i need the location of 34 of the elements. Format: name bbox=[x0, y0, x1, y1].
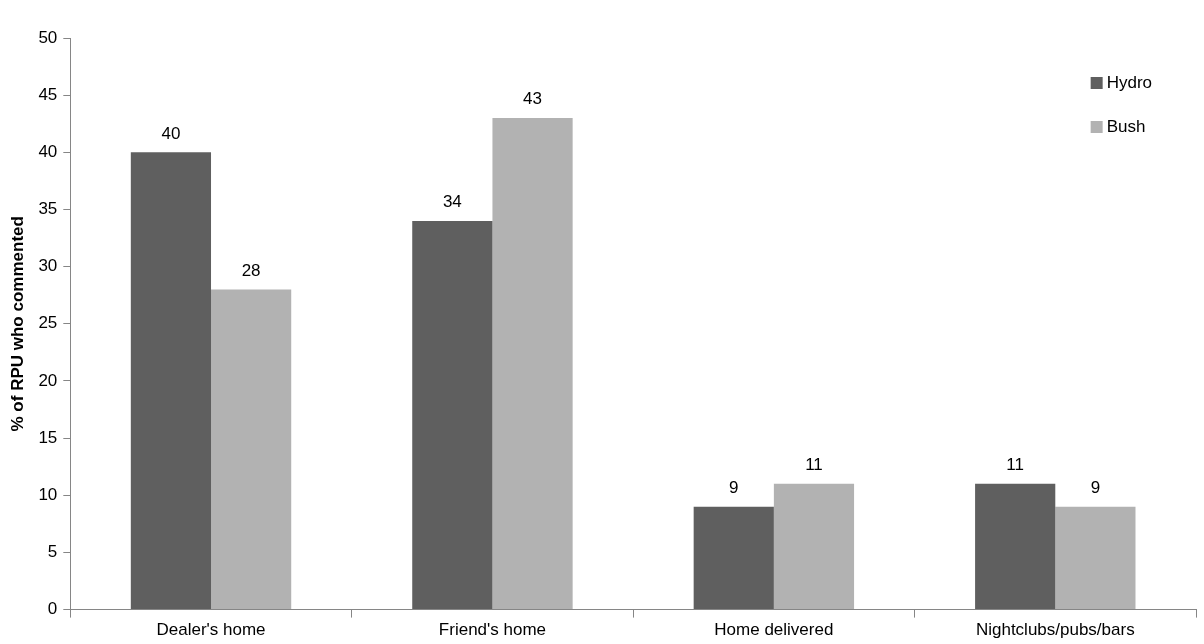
bar bbox=[492, 118, 573, 610]
x-tick-label: Home delivered bbox=[714, 620, 834, 640]
data-label: 28 bbox=[241, 260, 261, 280]
bar bbox=[693, 506, 774, 610]
y-tick-label: 45 bbox=[38, 84, 58, 104]
data-label: 11 bbox=[1006, 455, 1025, 475]
y-tick-label: 10 bbox=[38, 484, 58, 504]
data-label: 34 bbox=[442, 192, 462, 212]
data-label: 9 bbox=[1090, 477, 1101, 497]
y-axis-title: % of RPU who commented bbox=[7, 216, 27, 432]
y-tick-label: 40 bbox=[38, 142, 58, 162]
bar bbox=[975, 483, 1056, 610]
y-tick-label: 5 bbox=[47, 542, 58, 562]
bar bbox=[773, 483, 855, 610]
y-tick-label: 25 bbox=[38, 313, 58, 333]
bar bbox=[412, 220, 493, 610]
x-tick-label: Friend's home bbox=[438, 620, 547, 640]
bar bbox=[1055, 506, 1136, 610]
y-tick-label: 15 bbox=[38, 427, 58, 447]
x-tick-label: Nightclubs/pubs/bars bbox=[975, 620, 1135, 640]
bar bbox=[211, 289, 292, 610]
x-tick-label: Dealer's home bbox=[156, 620, 266, 640]
data-label: 11 bbox=[805, 455, 823, 475]
legend-label: Bush bbox=[1106, 116, 1146, 136]
y-tick-label: 20 bbox=[38, 370, 58, 390]
bar bbox=[130, 152, 212, 610]
data-label: 40 bbox=[161, 123, 181, 143]
data-label: 9 bbox=[729, 477, 739, 497]
y-tick-label: 35 bbox=[38, 199, 58, 219]
y-tick-label: 0 bbox=[47, 599, 58, 619]
y-tick-label: 30 bbox=[38, 256, 58, 276]
data-label: 43 bbox=[523, 89, 543, 109]
legend-label: Hydro bbox=[1106, 72, 1153, 92]
y-tick-label: 50 bbox=[38, 27, 58, 47]
